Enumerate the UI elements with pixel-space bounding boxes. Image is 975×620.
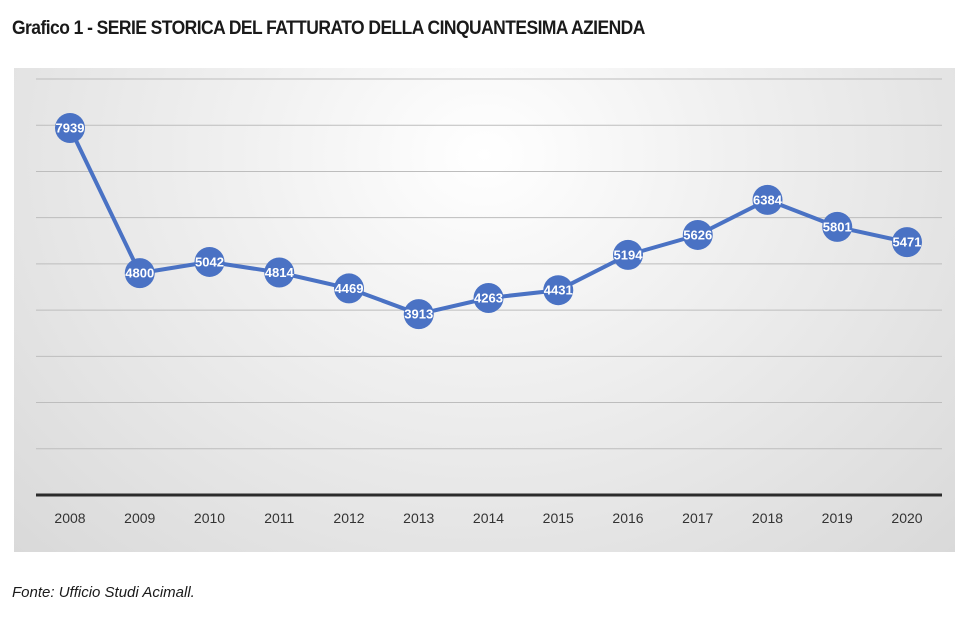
data-label: 4431 <box>544 283 573 298</box>
data-point <box>124 258 155 289</box>
x-tick-label: 2018 <box>752 510 783 526</box>
chart-panel: 2008 2009 2010 2011 2012 2013 2014 2015 2016 2017… <box>14 68 955 552</box>
chart-title: Grafico 1 - SERIE STORICA DEL FATTURATO … <box>12 18 645 39</box>
x-tick-label: 2014 <box>473 510 504 526</box>
data-label: 4814 <box>265 265 295 280</box>
x-tick-label: 2008 <box>54 510 85 526</box>
x-tick-labels: 2008 2009 2010 2011 2012 2013 2014 2015 2016 2017… <box>54 510 922 526</box>
data-label: 4800 <box>125 266 154 281</box>
data-label: 5042 <box>195 254 224 269</box>
line-chart: 2008 2009 2010 2011 2012 2013 2014 2015 2016 2017… <box>36 78 942 526</box>
data-point <box>403 299 434 330</box>
data-label: 7939 <box>56 121 85 136</box>
data-point <box>822 211 853 242</box>
source-note: Fonte: Ufficio Studi Acimall. <box>12 584 195 601</box>
data-point <box>264 257 295 288</box>
data-point <box>682 219 713 250</box>
data-point <box>334 273 364 304</box>
data-label: 6384 <box>753 192 783 207</box>
data-label: 5801 <box>823 219 852 234</box>
x-tick-label: 2019 <box>822 510 853 526</box>
x-tick-label: 2013 <box>403 510 434 526</box>
data-point <box>194 246 225 277</box>
gridlines <box>36 78 942 450</box>
x-tick-label: 2016 <box>612 510 643 526</box>
data-point <box>543 275 574 306</box>
data-markers <box>55 113 922 330</box>
data-label: 3913 <box>404 307 433 322</box>
data-labels: 7939 4800 5042 4814 4469 3913 4263 4431 5194 5626… <box>56 121 922 322</box>
data-point <box>892 227 922 258</box>
data-point <box>752 184 783 215</box>
data-label: 5194 <box>614 247 644 262</box>
data-label: 4469 <box>335 281 364 296</box>
data-label: 5471 <box>893 235 922 250</box>
data-point <box>613 239 643 270</box>
data-label: 4263 <box>474 290 503 305</box>
data-point <box>473 282 504 313</box>
data-label: 5626 <box>683 227 712 242</box>
x-tick-label: 2012 <box>333 510 364 526</box>
x-tick-label: 2015 <box>543 510 574 526</box>
x-tick-label: 2017 <box>682 510 713 526</box>
x-tick-label: 2010 <box>194 510 225 526</box>
x-tick-label: 2011 <box>264 510 294 526</box>
data-point <box>55 113 85 144</box>
x-tick-label: 2020 <box>891 510 922 526</box>
x-tick-label: 2009 <box>124 510 155 526</box>
